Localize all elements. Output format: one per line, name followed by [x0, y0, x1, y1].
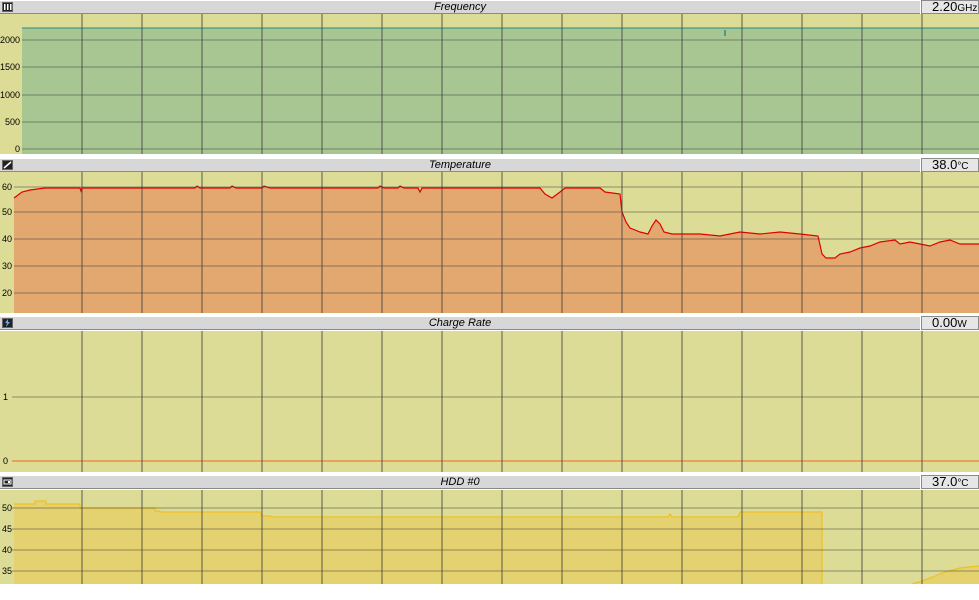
- charge-rate-panel: Charge Rate 0.00W 1 0: [0, 316, 979, 475]
- temperature-graph-svg: 60 50 40 30 20: [2, 172, 979, 313]
- frequency-ytick: 1000: [0, 90, 20, 100]
- frequency-value-unit: GHz: [957, 3, 978, 14]
- hdd0-area-recent: [912, 566, 979, 584]
- hdd0-ytick: 50: [2, 503, 12, 513]
- charge-rate-title: Charge Rate: [428, 317, 492, 329]
- temperature-value: 38.0°C: [921, 158, 979, 172]
- frequency-value: 2.20GHz: [921, 0, 979, 14]
- frequency-ytick: 500: [5, 117, 20, 127]
- frequency-ytick: 1500: [0, 62, 20, 72]
- hdd0-title: HDD #0: [440, 476, 480, 488]
- hdd0-value-unit: °C: [957, 478, 969, 489]
- temperature-area: [14, 186, 979, 313]
- hdd0-line-recent: [911, 565, 979, 584]
- thermometer-icon[interactable]: [2, 160, 13, 170]
- hdd0-header[interactable]: HDD #0: [0, 475, 920, 489]
- hdd0-line: [14, 500, 823, 584]
- hdd0-graph: 50 45 40 35: [0, 490, 979, 584]
- charge-rate-value-unit: W: [957, 319, 967, 330]
- charge-rate-header[interactable]: Charge Rate: [0, 316, 920, 330]
- frequency-header[interactable]: Frequency: [0, 0, 920, 14]
- hdd0-value-number: 37.0: [932, 474, 958, 489]
- charge-rate-value-number: 0.00: [932, 315, 958, 330]
- temperature-ytick: 50: [2, 207, 12, 217]
- temperature-ytick: 60: [2, 182, 12, 192]
- charge-rate-graph: 1 0: [0, 331, 979, 472]
- hdd0-area: [14, 501, 822, 584]
- frequency-panel: Frequency 2.20GHz 2000 1500 1000 500 0: [0, 0, 979, 158]
- hdd0-ytick: 40: [2, 545, 12, 555]
- temperature-ytick: 30: [2, 261, 12, 271]
- frequency-title: Frequency: [434, 1, 486, 13]
- temperature-value-number: 38.0: [932, 157, 958, 172]
- charge-rate-ytick: 1: [3, 392, 8, 402]
- temperature-value-unit: °C: [957, 161, 969, 172]
- temperature-header[interactable]: Temperature: [0, 158, 920, 172]
- hdd0-graph-svg: 50 45 40 35: [2, 490, 979, 584]
- temperature-graph: 60 50 40 30 20: [0, 172, 979, 313]
- hdd0-panel: HDD #0 37.0°C 50 45 40 35: [0, 475, 979, 600]
- temperature-title: Temperature: [429, 159, 491, 171]
- charge-rate-value: 0.00W: [921, 316, 979, 330]
- temperature-ytick: 20: [2, 288, 12, 298]
- frequency-area: [22, 28, 979, 154]
- battery-charge-icon[interactable]: [2, 318, 13, 328]
- hdd0-ytick: 35: [2, 566, 12, 576]
- frequency-graph-svg: 2000 1500 1000 500 0: [0, 14, 979, 154]
- frequency-ytick: 0: [15, 144, 20, 154]
- hard-drive-icon[interactable]: [2, 477, 13, 487]
- charge-rate-graph-svg: 1 0: [3, 331, 979, 472]
- hdd0-ytick: 45: [2, 524, 12, 534]
- temperature-ytick: 40: [2, 234, 12, 244]
- frequency-icon[interactable]: [2, 2, 13, 12]
- frequency-ytick: 2000: [0, 35, 20, 45]
- frequency-value-number: 2.20: [932, 0, 958, 14]
- frequency-graph: 2000 1500 1000 500 0: [0, 14, 979, 154]
- temperature-panel: Temperature 38.0°C 60 50 40 30 20: [0, 158, 979, 316]
- hdd0-value: 37.0°C: [921, 475, 979, 489]
- charge-rate-ytick: 0: [3, 456, 8, 466]
